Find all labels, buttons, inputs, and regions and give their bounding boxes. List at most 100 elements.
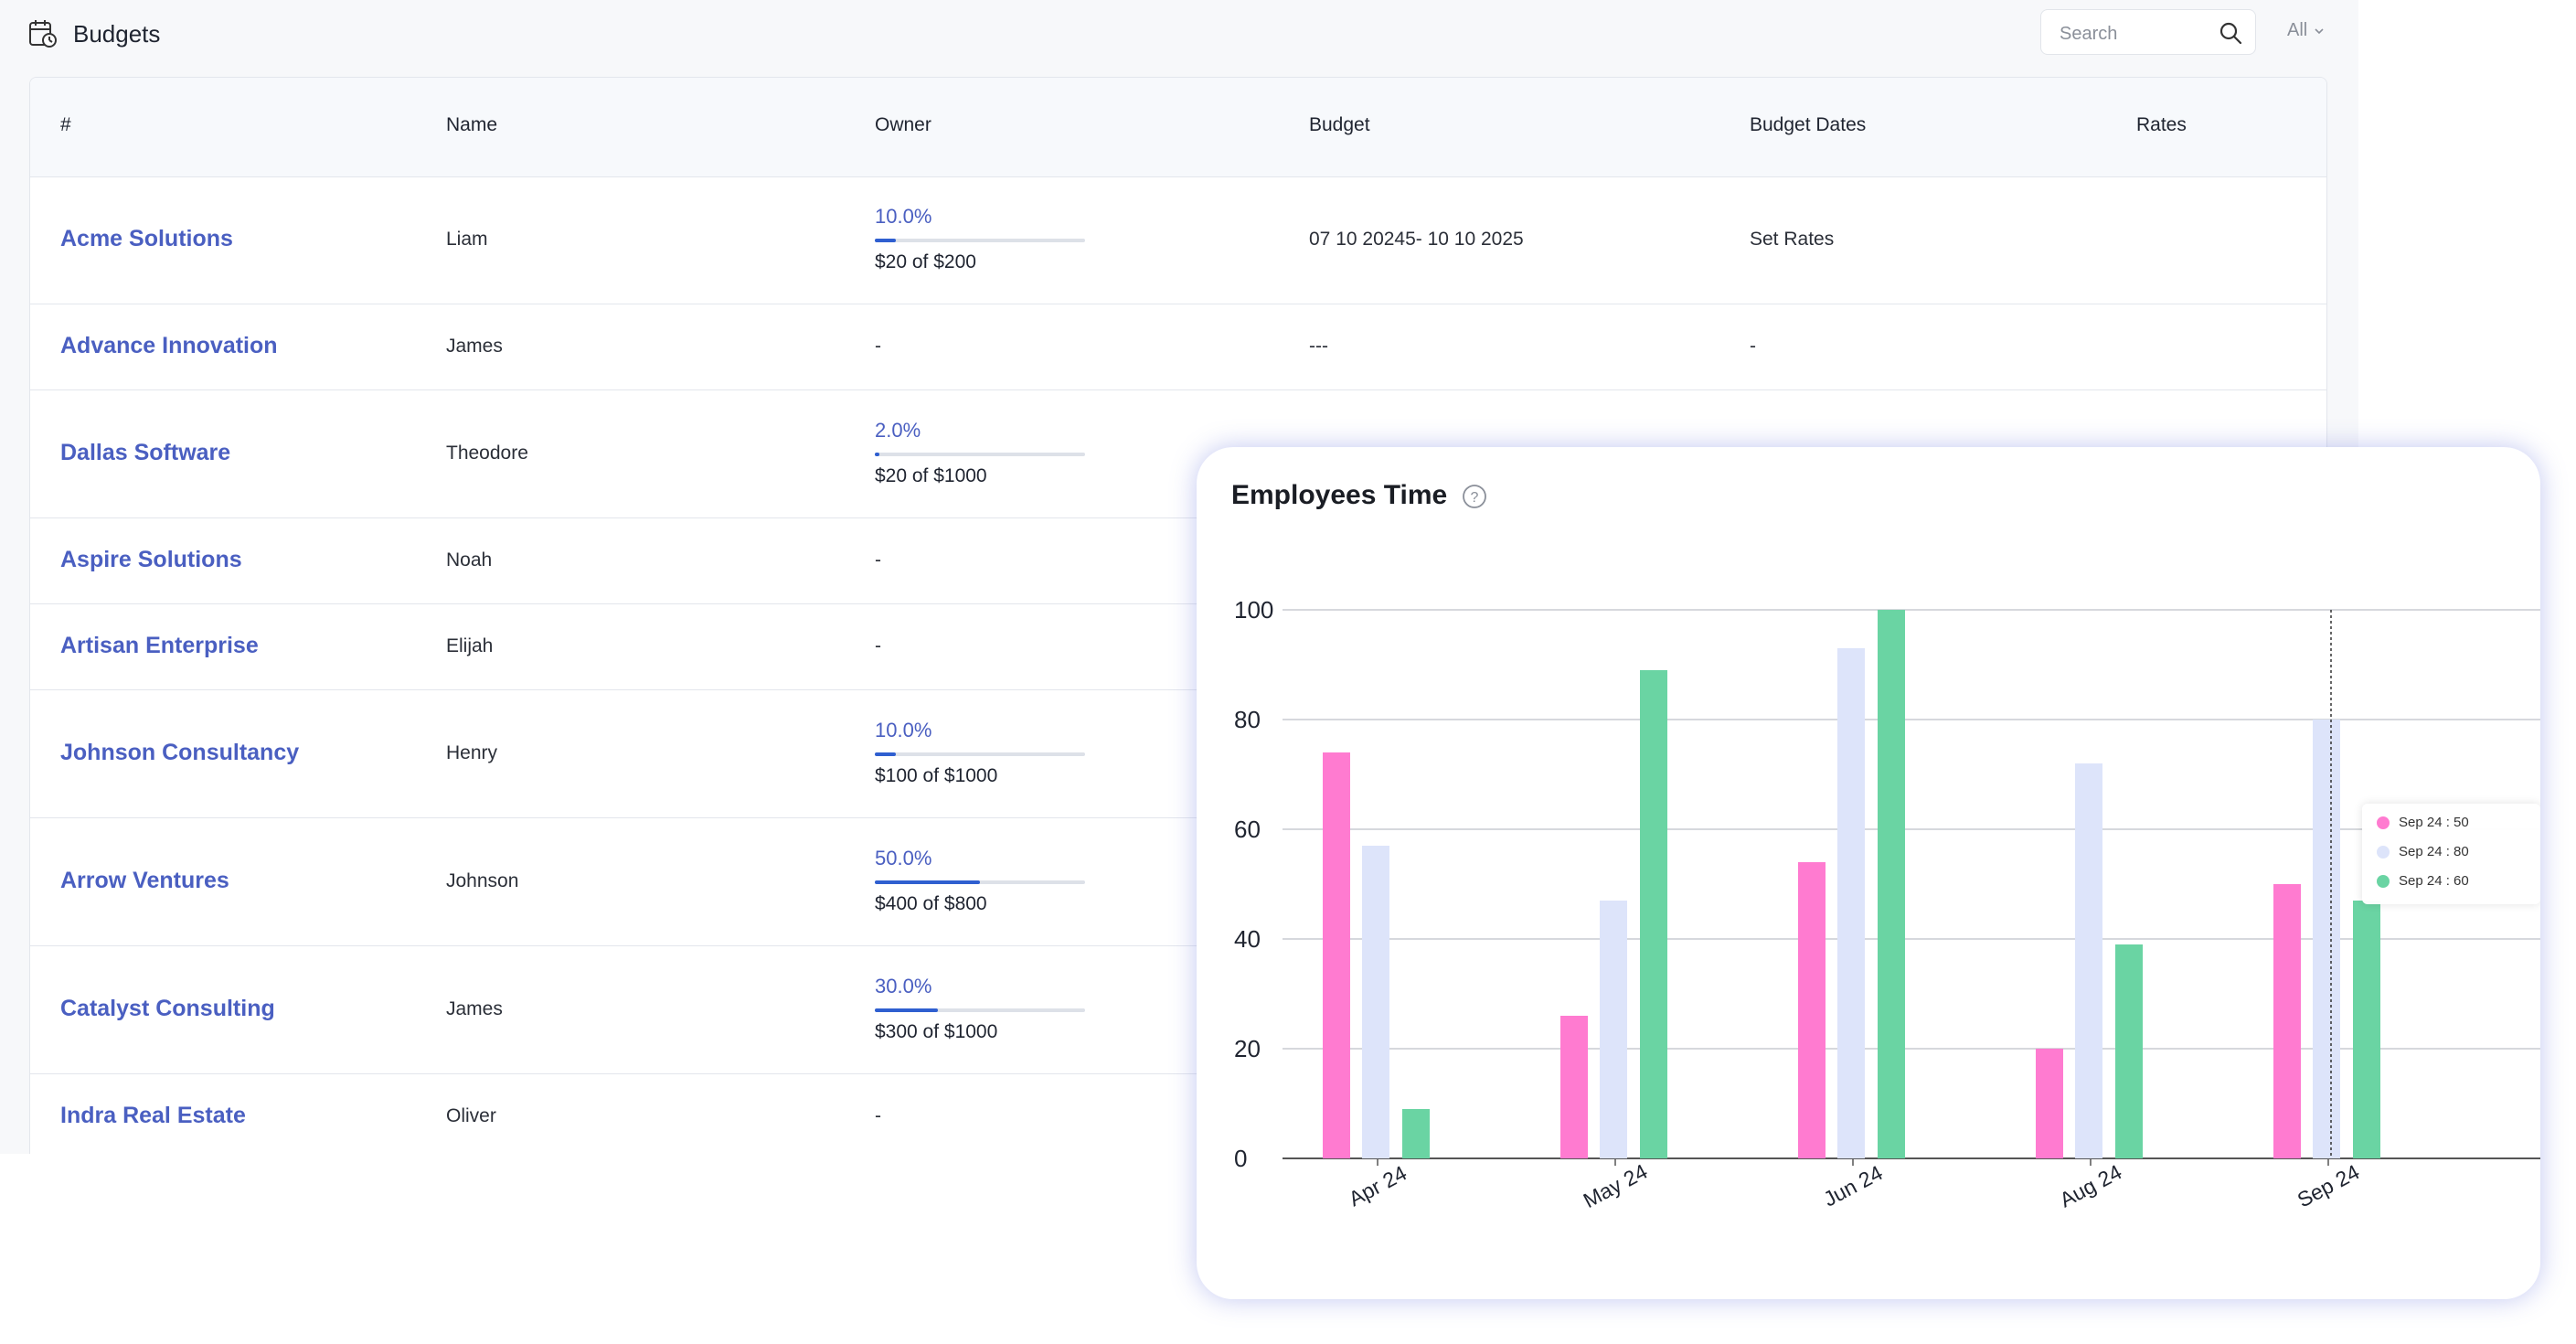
owner-progress-fill (875, 239, 896, 242)
bar (1560, 1016, 1588, 1158)
client-link[interactable]: Indra Real Estate (60, 1103, 246, 1128)
name-cell: James (446, 998, 503, 1019)
table-row: Artisan Enterprise Elijah - (30, 604, 2326, 690)
owner-amount: $400 of $800 (875, 893, 987, 914)
owner-amount: $20 of $1000 (875, 465, 987, 486)
name-cell: Elijah (446, 635, 494, 656)
tooltip-dot (2377, 845, 2390, 859)
column-header-name[interactable]: Name (446, 114, 498, 135)
owner-progress-bar (875, 752, 1085, 756)
x-tick-label: Apr 24 (1345, 1161, 1410, 1211)
employees-time-card: Employees Time ? 0 20 40 60 80 100 Apr 24 May 2… (1197, 447, 2540, 1299)
owner-progress-bar (875, 239, 1085, 242)
owner-percent: 2.0% (875, 419, 921, 442)
set-rates-link[interactable]: Set Rates (1750, 229, 1835, 250)
tooltip-entry-text: Sep 24 : 80 (2399, 844, 2469, 859)
budget-cell: 07 10 20245- 10 10 2025 (1309, 229, 1524, 250)
budget-cell: --- (1309, 336, 1328, 357)
filter-dropdown[interactable]: All (2287, 20, 2326, 41)
owner-percent: 30.0% (875, 975, 932, 997)
tooltip-entry: Sep 24 : 80 (2377, 844, 2469, 859)
y-tick-label: 20 (1234, 1035, 1261, 1062)
x-tick-label: Jun 24 (1819, 1160, 1886, 1211)
y-tick-label: 40 (1234, 925, 1261, 953)
owner-percent: 50.0% (875, 847, 932, 869)
client-link[interactable]: Dallas Software (60, 440, 231, 465)
owner-progress-fill (875, 453, 879, 456)
owner-amount: $100 of $1000 (875, 765, 998, 786)
bar (1837, 648, 1865, 1158)
owner-percent: 10.0% (875, 205, 932, 228)
name-cell: Oliver (446, 1105, 496, 1126)
client-link[interactable]: Arrow Ventures (60, 868, 229, 893)
y-tick-label: 60 (1234, 816, 1261, 843)
client-link[interactable]: Catalyst Consulting (60, 996, 275, 1021)
table-row: Indra Real Estate Oliver - (30, 1074, 2326, 1154)
bar (2353, 901, 2380, 1158)
table-row: Aspire Solutions Noah - (30, 518, 2326, 604)
table-row: Acme Solutions Liam 10.0% $20 of $200 07… (30, 176, 2326, 304)
name-cell: Henry (446, 742, 498, 763)
bar (2036, 1049, 2063, 1158)
client-link[interactable]: Artisan Enterprise (60, 633, 259, 658)
table-row: Advance Innovation James - --- - (30, 304, 2326, 390)
employees-time-chart: 0 20 40 60 80 100 Apr 24 May 24 Jun 24 Aug 24 Sep … (1234, 596, 2540, 1212)
tooltip-entry-text: Sep 24 : 50 (2399, 815, 2469, 830)
owner-cell: - (875, 635, 881, 656)
bar (1323, 752, 1350, 1158)
client-link[interactable]: Acme Solutions (60, 226, 233, 251)
search-icon[interactable] (2219, 21, 2242, 45)
owner-cell: - (875, 1105, 881, 1126)
client-link[interactable]: Johnson Consultancy (60, 740, 300, 765)
help-icon[interactable]: ? (1462, 484, 1487, 509)
bar (1640, 670, 1667, 1158)
chevron-down-icon (2315, 27, 2324, 34)
owner-cell: - (875, 549, 881, 571)
client-link[interactable]: Aspire Solutions (60, 547, 242, 572)
owner-progress-fill (875, 752, 896, 756)
owner-percent: 10.0% (875, 719, 932, 741)
search-box[interactable] (2040, 9, 2256, 55)
search-input[interactable] (2058, 19, 2217, 48)
column-header-number[interactable]: # (60, 114, 71, 135)
tooltip-entry: Sep 24 : 50 (2377, 815, 2469, 830)
owner-progress-fill (875, 880, 980, 884)
chart-title: Employees Time (1231, 480, 1448, 510)
owner-progress-bar (875, 880, 1085, 884)
chart-tooltip: Sep 24 : 50 Sep 24 : 80 Sep 24 : 60 (2362, 804, 2540, 904)
page-title: Budgets (73, 20, 161, 48)
table-row: Catalyst Consulting James 30.0% $300 of … (30, 946, 2326, 1074)
x-tick-label: Aug 24 (2056, 1159, 2126, 1211)
owner-progress-bar (875, 1008, 1085, 1012)
filter-label: All (2287, 20, 2308, 40)
bar (2273, 884, 2301, 1158)
column-header-rates[interactable]: Rates (2136, 114, 2187, 135)
owner-progress-bar (875, 453, 1085, 456)
bar (2313, 720, 2340, 1158)
name-cell: Noah (446, 549, 493, 571)
tooltip-entry: Sep 24 : 60 (2377, 873, 2469, 889)
owner-amount: $20 of $200 (875, 251, 976, 272)
column-header-owner[interactable]: Owner (875, 114, 931, 135)
name-cell: Theodore (446, 443, 528, 464)
table-row: Arrow Ventures Johnson 50.0% $400 of $80… (30, 818, 2326, 946)
bar (2115, 944, 2143, 1158)
bar (1362, 846, 1389, 1158)
table-row: Johnson Consultancy Henry 10.0% $100 of … (30, 690, 2326, 818)
name-cell: Johnson (446, 870, 519, 891)
table-row: Dallas Software Theodore 2.0% $20 of $10… (30, 390, 2326, 518)
owner-cell: - (875, 336, 881, 357)
y-tick-label: 100 (1234, 596, 1273, 624)
client-link[interactable]: Advance Innovation (60, 333, 278, 358)
tooltip-dot (2377, 874, 2390, 888)
budget-calendar-icon (29, 20, 57, 48)
column-header-budget[interactable]: Budget (1309, 114, 1370, 135)
bar (1600, 901, 1627, 1158)
tooltip-dot (2377, 816, 2390, 829)
column-header-budget-dates[interactable]: Budget Dates (1750, 114, 1867, 135)
bar (1402, 1109, 1430, 1158)
x-tick-label: May 24 (1580, 1159, 1652, 1212)
table-header: # Name Owner Budget Budget Dates Rates (30, 78, 2326, 177)
budget-dates-cell: - (1750, 336, 1756, 357)
y-tick-label: 0 (1234, 1145, 1247, 1172)
